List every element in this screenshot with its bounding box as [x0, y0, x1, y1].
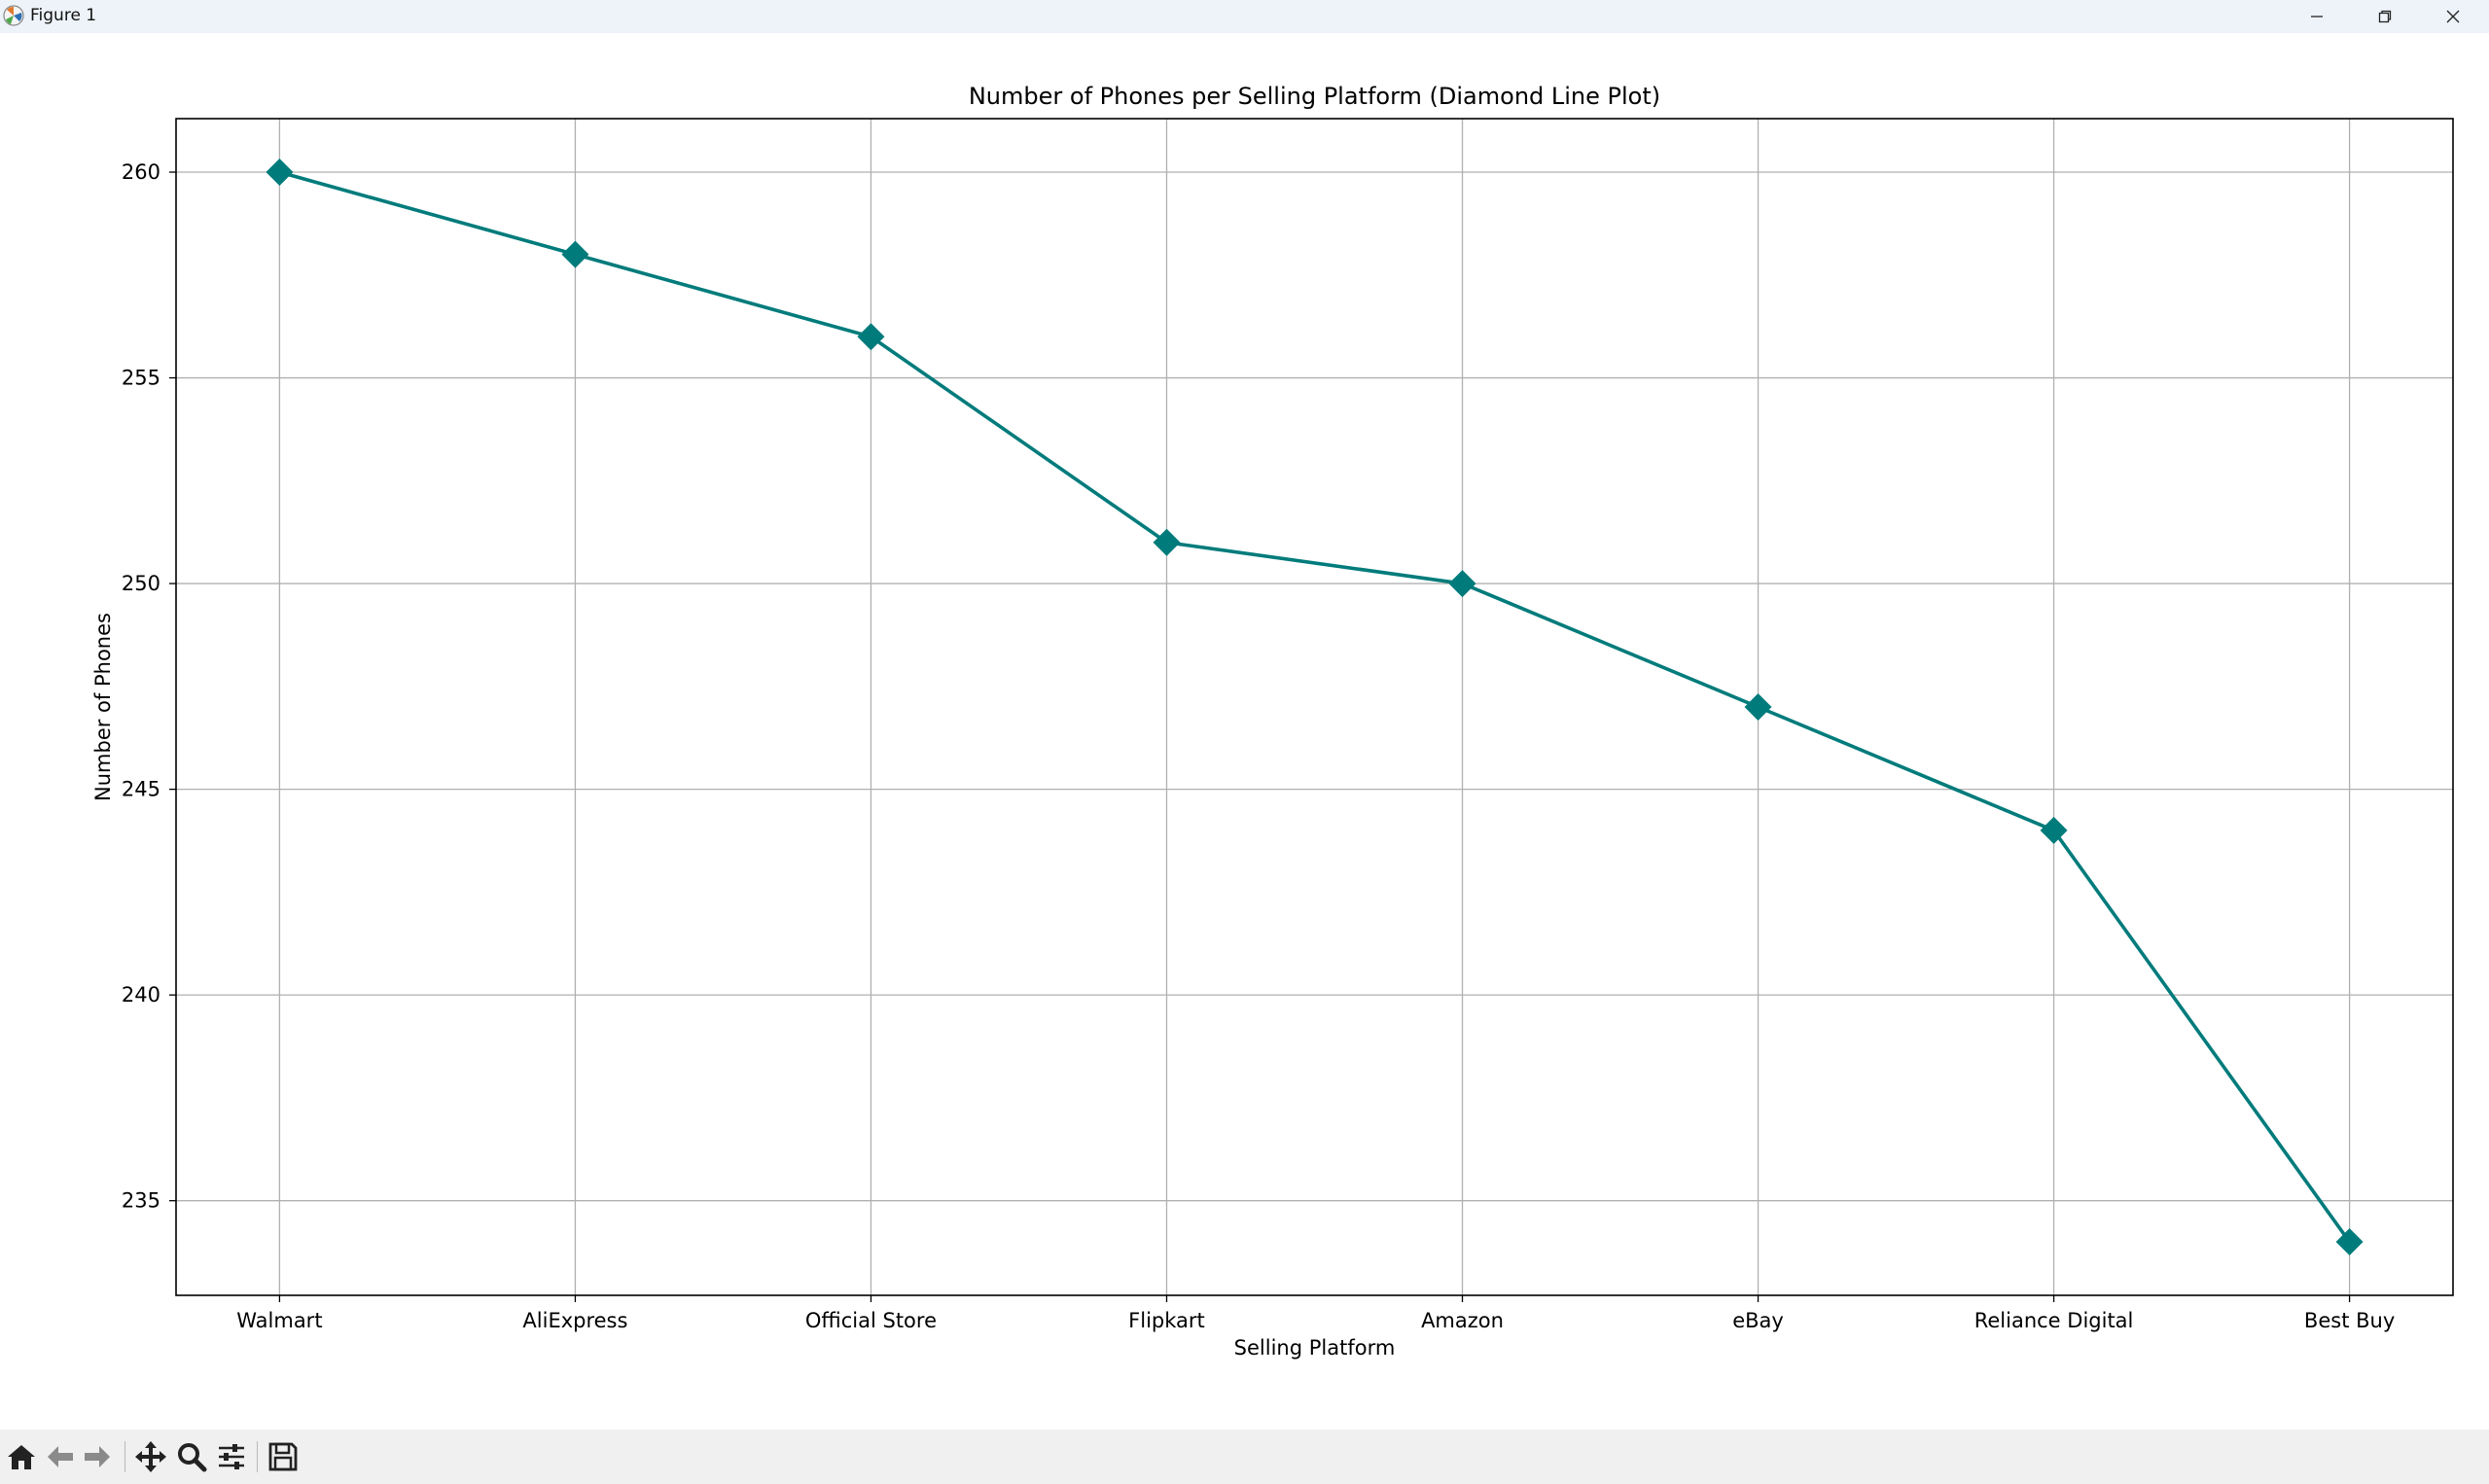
series-layer: [266, 159, 2364, 1255]
chart-title: Number of Phones per Selling Platform (D…: [969, 83, 1660, 110]
data-point-aliexpress: [561, 240, 589, 268]
save-icon: [268, 1442, 298, 1471]
x-tick-label: Walmart: [236, 1309, 322, 1332]
x-tick-label: Best Buy: [2304, 1309, 2395, 1332]
y-tick-label: 240: [122, 983, 160, 1007]
minimize-button[interactable]: [2283, 0, 2351, 33]
configure-icon: [219, 1444, 244, 1469]
x-tick-label: Flipkart: [1128, 1309, 1205, 1332]
matplotlib-app-icon: [3, 5, 24, 26]
figure-canvas: Walmart AliExpress Official Store Flipkart A…: [0, 33, 2489, 1430]
y-tick-label: 250: [122, 572, 160, 595]
data-point-reliance-digital: [2040, 816, 2068, 844]
data-point-ebay: [1744, 693, 1772, 721]
axis-ticks: Walmart AliExpress Official Store Flipkart A…: [122, 160, 2395, 1332]
x-tick-label: Amazon: [1421, 1309, 1504, 1332]
window-title: Figure 1: [30, 6, 97, 25]
data-point-best-buy: [2335, 1228, 2364, 1255]
data-point-amazon: [1448, 570, 1476, 598]
data-point-walmart: [266, 159, 294, 186]
y-tick-label: 260: [122, 160, 160, 184]
line-chart: Walmart AliExpress Official Store Flipkart A…: [91, 83, 2454, 1360]
window-titlebar: Figure 1: [0, 0, 2489, 33]
zoom-icon: [178, 1443, 207, 1472]
forward-button[interactable]: [78, 1437, 117, 1476]
minimize-icon: [2311, 16, 2323, 18]
grid-lines: [176, 119, 2453, 1295]
back-button[interactable]: [41, 1437, 80, 1476]
y-axis-label: Number of Phones: [91, 613, 115, 801]
pan-icon: [135, 1441, 166, 1472]
y-tick-label: 245: [122, 778, 160, 801]
plot-area: [175, 118, 2454, 1296]
zoom-button[interactable]: [172, 1437, 211, 1476]
series-line: [278, 170, 2352, 1244]
pan-button[interactable]: [131, 1437, 170, 1476]
y-tick-label: 235: [122, 1189, 160, 1213]
home-button[interactable]: [2, 1437, 41, 1476]
y-tick-label: 255: [122, 367, 160, 390]
data-point-official-store: [857, 323, 885, 351]
x-tick-label: Official Store: [805, 1309, 937, 1332]
close-button[interactable]: [2419, 0, 2487, 33]
x-axis-label: Selling Platform: [1234, 1336, 1396, 1360]
configure-subplots-button[interactable]: [212, 1437, 251, 1476]
forward-icon: [85, 1446, 110, 1467]
x-tick-label: AliExpress: [522, 1309, 627, 1332]
restore-button[interactable]: [2351, 0, 2419, 33]
save-button[interactable]: [264, 1437, 302, 1476]
x-tick-label: eBay: [1732, 1309, 1784, 1332]
restore-icon: [2378, 10, 2392, 23]
close-icon: [2446, 10, 2460, 23]
x-tick-label: Reliance Digital: [1974, 1309, 2134, 1332]
toolbar-separator: [124, 1441, 125, 1472]
data-point-flipkart: [1153, 528, 1181, 556]
navigation-toolbar: [0, 1430, 2489, 1484]
toolbar-separator: [257, 1441, 258, 1472]
home-icon: [8, 1445, 35, 1469]
back-icon: [48, 1446, 73, 1467]
